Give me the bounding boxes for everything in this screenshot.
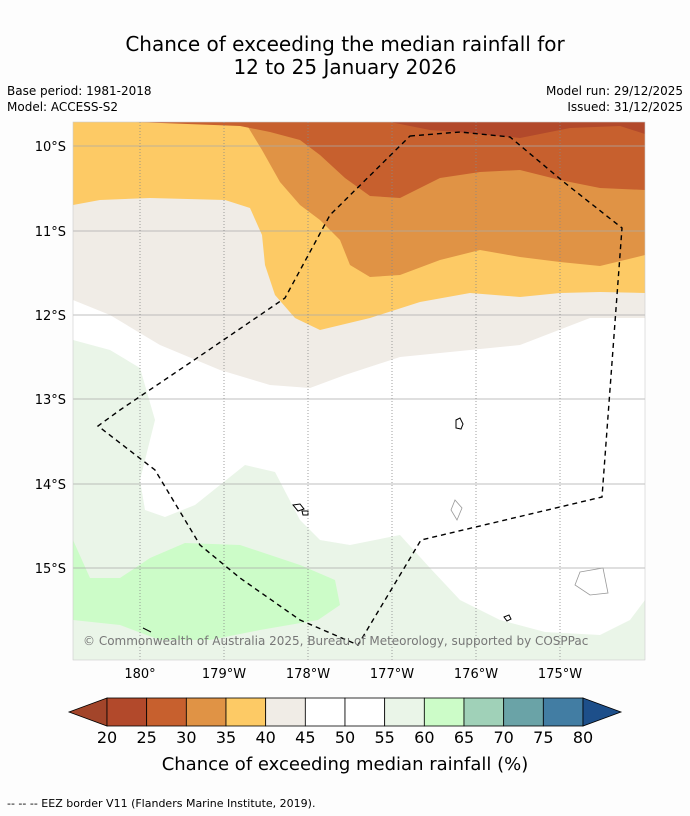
lon-label: 177°W: [370, 667, 414, 682]
colorbar-label: Chance of exceeding median rainfall (%): [162, 754, 529, 775]
colorbar-tick: 45: [295, 728, 315, 747]
colorbar-tick: 20: [97, 728, 117, 747]
model-run-date: Model run: 29/12/2025: [545, 84, 683, 98]
colorbar-segment: [463, 697, 505, 727]
colorbar-tick: 55: [374, 728, 394, 747]
colorbar-tick: 25: [136, 728, 156, 747]
island: [503, 614, 512, 622]
colorbar-segment: [304, 697, 346, 727]
lon-label: 176°W: [454, 667, 498, 682]
colorbar-segment: [185, 697, 227, 727]
map-frame: [72, 121, 646, 661]
lat-label: 13°S: [35, 393, 66, 408]
eez-border: [96, 131, 623, 646]
lat-label: 10°S: [35, 140, 66, 155]
colorbar-tick: 50: [335, 728, 355, 747]
model-name: Model: ACCESS-S2: [7, 100, 119, 114]
island: [574, 567, 609, 596]
colorbar-segment: [542, 697, 584, 727]
colorbar-tick: 80: [573, 728, 593, 747]
map-plot-area: © Commonwealth of Australia 2025, Bureau…: [73, 122, 645, 660]
colorbar-segment: [265, 697, 306, 727]
colorbar-extend-low: [67, 697, 108, 727]
lat-label: 12°S: [35, 309, 66, 324]
lat-axis-labels: 10°S 11°S 12°S 13°S 14°S 15°S: [35, 140, 66, 577]
contour-25-30: [135, 122, 645, 198]
base-period: Base period: 1981-2018: [7, 84, 152, 98]
lat-gridlines: [73, 145, 645, 569]
colorbar-segment: [344, 697, 386, 727]
lon-label: 179°W: [202, 667, 246, 682]
lon-label: 178°W: [286, 667, 330, 682]
issued-date: Issued: 31/12/2025: [567, 100, 683, 114]
lon-axis-labels: 180° 179°W 178°W 177°W 176°W 175°W: [124, 667, 582, 682]
colorbar-tick-labels: 20 25 30 35 40 45 50 55 60 65 70 75 80: [97, 728, 593, 747]
colorbar-extend-high: [582, 697, 623, 727]
colorbar-segment: [146, 697, 187, 727]
colorbar-tick: 75: [533, 728, 553, 747]
eez-note: -- -- -- EEZ border V11 (Flanders Marine…: [7, 797, 316, 810]
colorbar-tick: 65: [454, 728, 474, 747]
colorbar-tick: 40: [255, 728, 275, 747]
lon-label: 180°: [124, 667, 155, 682]
lat-label: 14°S: [35, 478, 66, 493]
colorbar-segment: [423, 697, 465, 727]
island: [292, 503, 305, 512]
attribution: © Commonwealth of Australia 2025, Bureau…: [83, 634, 588, 648]
lat-label: 11°S: [35, 225, 66, 240]
colorbar-segment: [106, 697, 148, 727]
island: [301, 510, 309, 516]
title-line-2: 12 to 25 January 2026: [233, 55, 457, 79]
lat-label: 15°S: [35, 562, 66, 577]
colorbar-tick: 35: [216, 728, 236, 747]
title-line-1: Chance of exceeding the median rainfall …: [125, 32, 565, 56]
island: [450, 499, 463, 521]
lon-label: 175°W: [538, 667, 582, 682]
island: [142, 627, 152, 633]
colorbar-tick: 60: [414, 728, 434, 747]
colorbar-segment: [225, 697, 267, 727]
colorbar-tick: 30: [176, 728, 196, 747]
colorbar-tick: 70: [493, 728, 513, 747]
colorbar-segment: [384, 697, 425, 727]
colorbar: [67, 697, 623, 727]
colorbar-segment: [503, 697, 544, 727]
contour-20-25: [390, 122, 645, 138]
island: [455, 417, 464, 430]
